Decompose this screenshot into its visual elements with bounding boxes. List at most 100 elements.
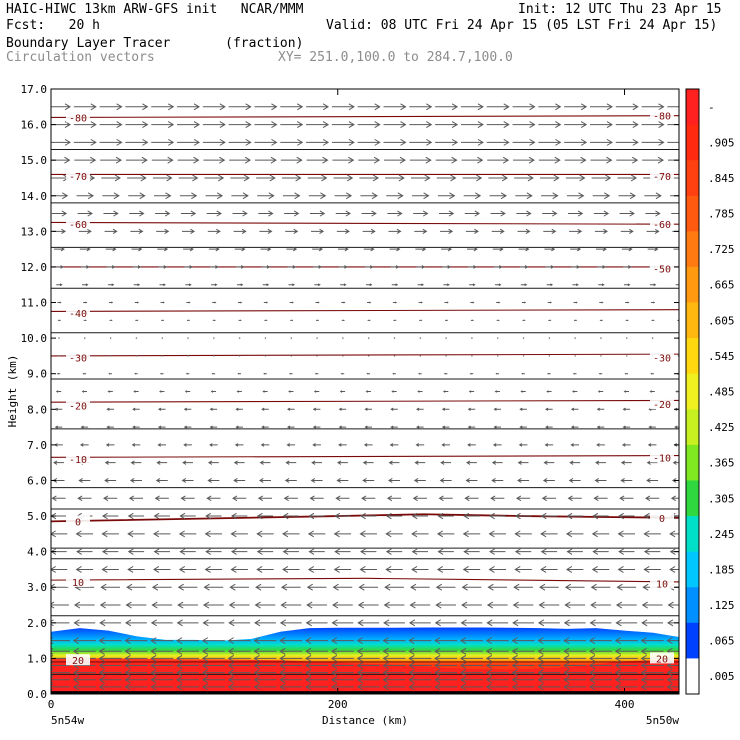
- wind-vector: [159, 283, 166, 287]
- wind-vector: [434, 669, 458, 677]
- wind-vector: [410, 174, 431, 182]
- wind-vector: [151, 601, 173, 609]
- isotherm-label-bg: [650, 652, 674, 664]
- wind-vector: [125, 156, 148, 164]
- wind-vector: [316, 355, 318, 357]
- wind-vector: [203, 583, 224, 591]
- wind-vector: [385, 512, 403, 520]
- wind-vector: [419, 319, 423, 322]
- wind-vector: [521, 372, 525, 375]
- wind-vector: [470, 319, 475, 322]
- isotherm-label-left: 20: [72, 656, 84, 667]
- wind-vector: [393, 319, 397, 322]
- wind-vector: [440, 460, 452, 465]
- wind-vector: [308, 512, 325, 520]
- wind-vector: [521, 301, 527, 304]
- isotherm-line: [51, 399, 679, 403]
- wind-vector: [201, 683, 225, 691]
- colorbar-label: .125: [708, 599, 735, 612]
- wind-vector: [669, 566, 679, 573]
- wind-vector: [233, 460, 245, 465]
- wind-vector: [183, 425, 192, 429]
- wind-vector: [58, 355, 60, 357]
- wind-vector: [367, 337, 370, 339]
- colorbar-label: .245: [708, 528, 735, 541]
- colorbar-label: .665: [708, 279, 735, 292]
- wind-vector: [485, 637, 509, 645]
- wind-vector: [236, 390, 242, 393]
- wind-vector: [79, 443, 89, 447]
- wind-vector: [590, 156, 613, 164]
- wind-vector: [435, 138, 459, 146]
- wind-vector: [210, 390, 217, 393]
- wind-vector: [207, 460, 219, 465]
- wind-vector: [467, 443, 476, 447]
- wind-vector: [209, 265, 219, 269]
- wind-vector: [312, 407, 321, 411]
- wind-vector: [108, 372, 112, 375]
- wind-vector: [104, 228, 118, 234]
- wind-vector: [616, 583, 637, 591]
- wind-vector: [589, 138, 613, 146]
- wind-vector: [614, 676, 638, 684]
- wind-vector: [434, 676, 458, 684]
- wind-vector: [98, 654, 122, 662]
- wind-vector: [640, 669, 664, 677]
- wind-vector: [129, 478, 142, 483]
- wind-vector: [670, 495, 679, 502]
- wind-vector: [569, 460, 581, 465]
- colorbar-swatch: [686, 587, 699, 624]
- wind-vector: [261, 407, 269, 411]
- wind-vector: [408, 654, 432, 662]
- wind-vector: [305, 647, 329, 655]
- wind-vector: [600, 355, 602, 357]
- wind-vector: [565, 530, 584, 538]
- wind-vector: [542, 478, 555, 483]
- wind-vector: [497, 355, 499, 357]
- wind-vector: [100, 583, 120, 591]
- wind-vector: [155, 210, 171, 217]
- isotherm-label-bg: [66, 170, 90, 182]
- wind-vector: [103, 210, 119, 217]
- wind-vector: [263, 372, 267, 375]
- wind-vector: [75, 530, 94, 538]
- wind-vector: [439, 478, 452, 483]
- wind-vector: [177, 601, 198, 609]
- wind-vector: [569, 228, 583, 234]
- wind-vector: [436, 530, 455, 538]
- isotherm-label-right: -60: [653, 220, 671, 231]
- wind-vector: [491, 228, 505, 234]
- wind-vector: [135, 319, 139, 322]
- wind-vector: [206, 495, 221, 502]
- y-tick-label: 6.0: [27, 474, 47, 487]
- wind-vector: [595, 460, 606, 465]
- wind-vector: [100, 156, 123, 164]
- wind-vector: [305, 683, 329, 691]
- isotherm-label-right: 0: [659, 514, 665, 525]
- wind-vector: [306, 156, 329, 164]
- wind-vector: [51, 210, 68, 217]
- isotherm-label-bg: [650, 262, 674, 274]
- wind-vector: [666, 669, 679, 677]
- wind-vector: [462, 174, 483, 182]
- wind-vector: [593, 210, 610, 217]
- wind-vector: [590, 583, 611, 591]
- wind-vector: [384, 156, 406, 164]
- wind-vector: [124, 669, 148, 677]
- theta-contours: [51, 149, 679, 675]
- wind-vector: [566, 512, 583, 520]
- wind-vector: [563, 669, 587, 677]
- wind-vector: [104, 460, 116, 465]
- wind-vector: [591, 174, 612, 182]
- wind-vector: [288, 283, 295, 287]
- isotherm-label-right: -70: [653, 172, 671, 183]
- wind-vector: [511, 669, 535, 677]
- isotherm-label-left: 0: [75, 517, 81, 528]
- wind-vector: [305, 619, 328, 627]
- wind-vector: [591, 566, 610, 573]
- wind-vector: [181, 478, 194, 483]
- wind-vector: [641, 601, 663, 609]
- wind-vector: [287, 265, 297, 269]
- wind-vector: [176, 683, 200, 691]
- wind-vector: [264, 319, 268, 322]
